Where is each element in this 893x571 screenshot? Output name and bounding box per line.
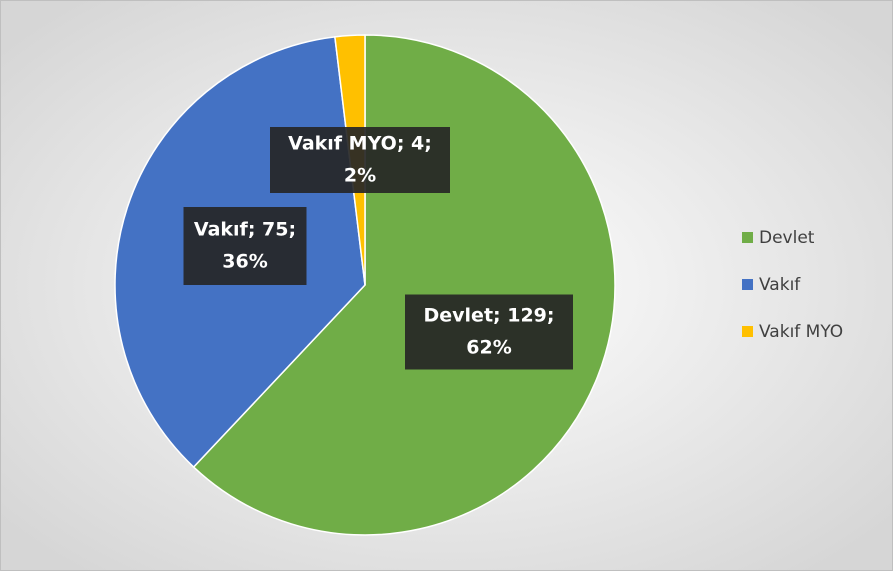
data-label-box: [405, 294, 573, 370]
legend-label: Vakıf: [759, 275, 801, 295]
legend-swatch: [742, 279, 753, 290]
data-label-box: [183, 207, 307, 285]
legend-label: Vakıf MYO: [759, 322, 843, 342]
data-label: 62%: [466, 337, 511, 359]
legend-swatch: [742, 232, 753, 243]
data-label: 36%: [222, 251, 267, 273]
pie-slice: [192, 34, 616, 536]
legend-swatch: [742, 326, 753, 337]
data-label-box: [270, 127, 450, 193]
data-label: 2%: [344, 165, 376, 187]
data-label: Devlet; 129;: [424, 305, 555, 327]
legend-label: Devlet: [759, 228, 815, 248]
data-label: Vakıf MYO; 4;: [288, 133, 432, 155]
data-label: Vakıf; 75;: [194, 219, 296, 241]
